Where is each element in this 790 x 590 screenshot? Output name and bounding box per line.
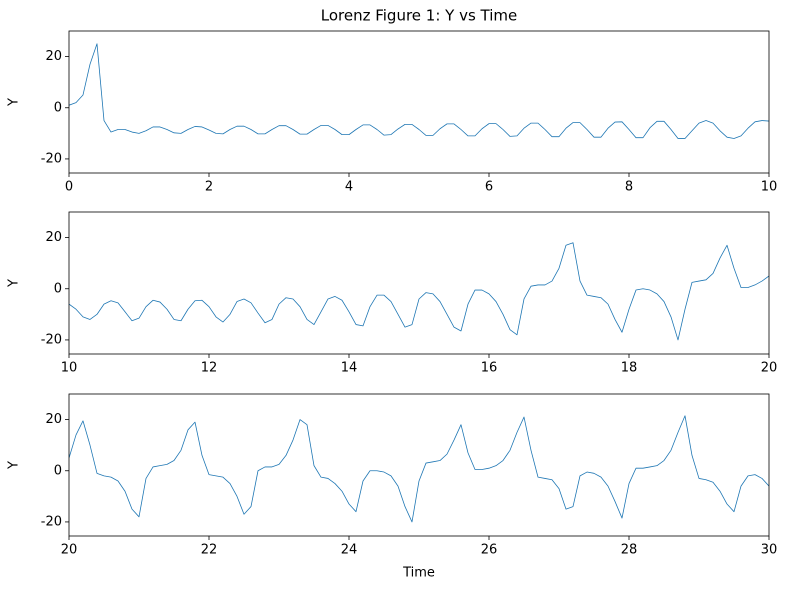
y-tick-label: 0 <box>54 463 62 478</box>
plot-area <box>69 242 769 341</box>
x-tick-label: 6 <box>485 180 493 195</box>
x-tick-label: 8 <box>625 180 633 195</box>
y-axis-label: Y <box>7 98 22 107</box>
axes-frame <box>68 211 770 355</box>
x-tick-label: 4 <box>345 180 353 195</box>
y-tick-label: 0 <box>54 100 62 115</box>
x-tick-label: 24 <box>341 543 358 558</box>
y-axis-label: Y <box>7 279 22 288</box>
x-tick-label: 18 <box>621 361 638 376</box>
y-tick-label: 0 <box>54 281 62 296</box>
x-tick-label: 28 <box>621 543 638 558</box>
plot-area <box>69 43 769 139</box>
x-tick-label: 2 <box>205 180 213 195</box>
y-axis-label: Y <box>7 461 22 470</box>
y-tick-label: -20 <box>41 332 62 347</box>
chart-title: Lorenz Figure 1: Y vs Time <box>321 7 518 25</box>
plot-area <box>69 415 769 523</box>
x-tick-label: 10 <box>61 361 78 376</box>
x-tick-label: 26 <box>481 543 498 558</box>
x-axis-label: Time <box>402 566 435 581</box>
x-tick-label: 14 <box>341 361 358 376</box>
x-tick-label: 16 <box>481 361 498 376</box>
x-tick-label: 22 <box>201 543 218 558</box>
y-tick-label: 20 <box>45 230 62 245</box>
x-tick-label: 12 <box>201 361 218 376</box>
y-tick-label: 20 <box>45 412 62 427</box>
axes-frame <box>68 393 770 537</box>
data-line <box>69 415 769 523</box>
y-tick-label: -20 <box>41 151 62 166</box>
data-line <box>69 43 769 139</box>
x-tick-label: 10 <box>761 180 778 195</box>
x-tick-label: 20 <box>761 361 778 376</box>
x-tick-label: 20 <box>61 543 78 558</box>
x-tick-label: 0 <box>65 180 73 195</box>
x-tick-label: 30 <box>761 543 778 558</box>
axes-frame <box>68 30 770 174</box>
y-tick-label: -20 <box>41 514 62 529</box>
data-line <box>69 242 769 341</box>
y-tick-label: 20 <box>45 49 62 64</box>
